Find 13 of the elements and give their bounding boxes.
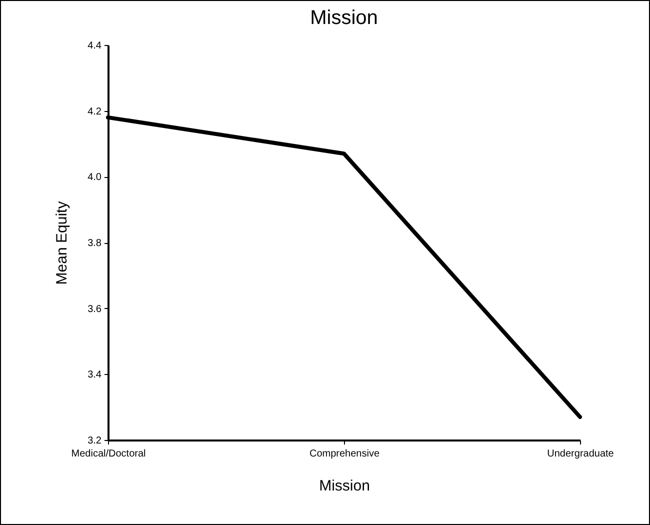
y-tick-label: 4.4: [88, 40, 102, 52]
x-tick-label: Comprehensive: [309, 448, 380, 460]
y-tick-label: 3.8: [88, 238, 102, 249]
y-tick-label: 4.0: [88, 172, 102, 184]
y-tick-label: 3.6: [88, 304, 102, 315]
x-tick-label: Undergraduate: [547, 448, 614, 460]
y-tick-label: 3.2: [88, 436, 102, 446]
x-axis-title: Mission: [319, 478, 370, 494]
x-tick-label: Medical/Doctoral: [71, 448, 146, 460]
y-tick-label: 3.4: [88, 370, 102, 381]
y-tick-label: 4.2: [88, 106, 102, 118]
chart-title: Mission: [310, 7, 378, 29]
y-axis-title: Mean Equity: [54, 200, 71, 285]
